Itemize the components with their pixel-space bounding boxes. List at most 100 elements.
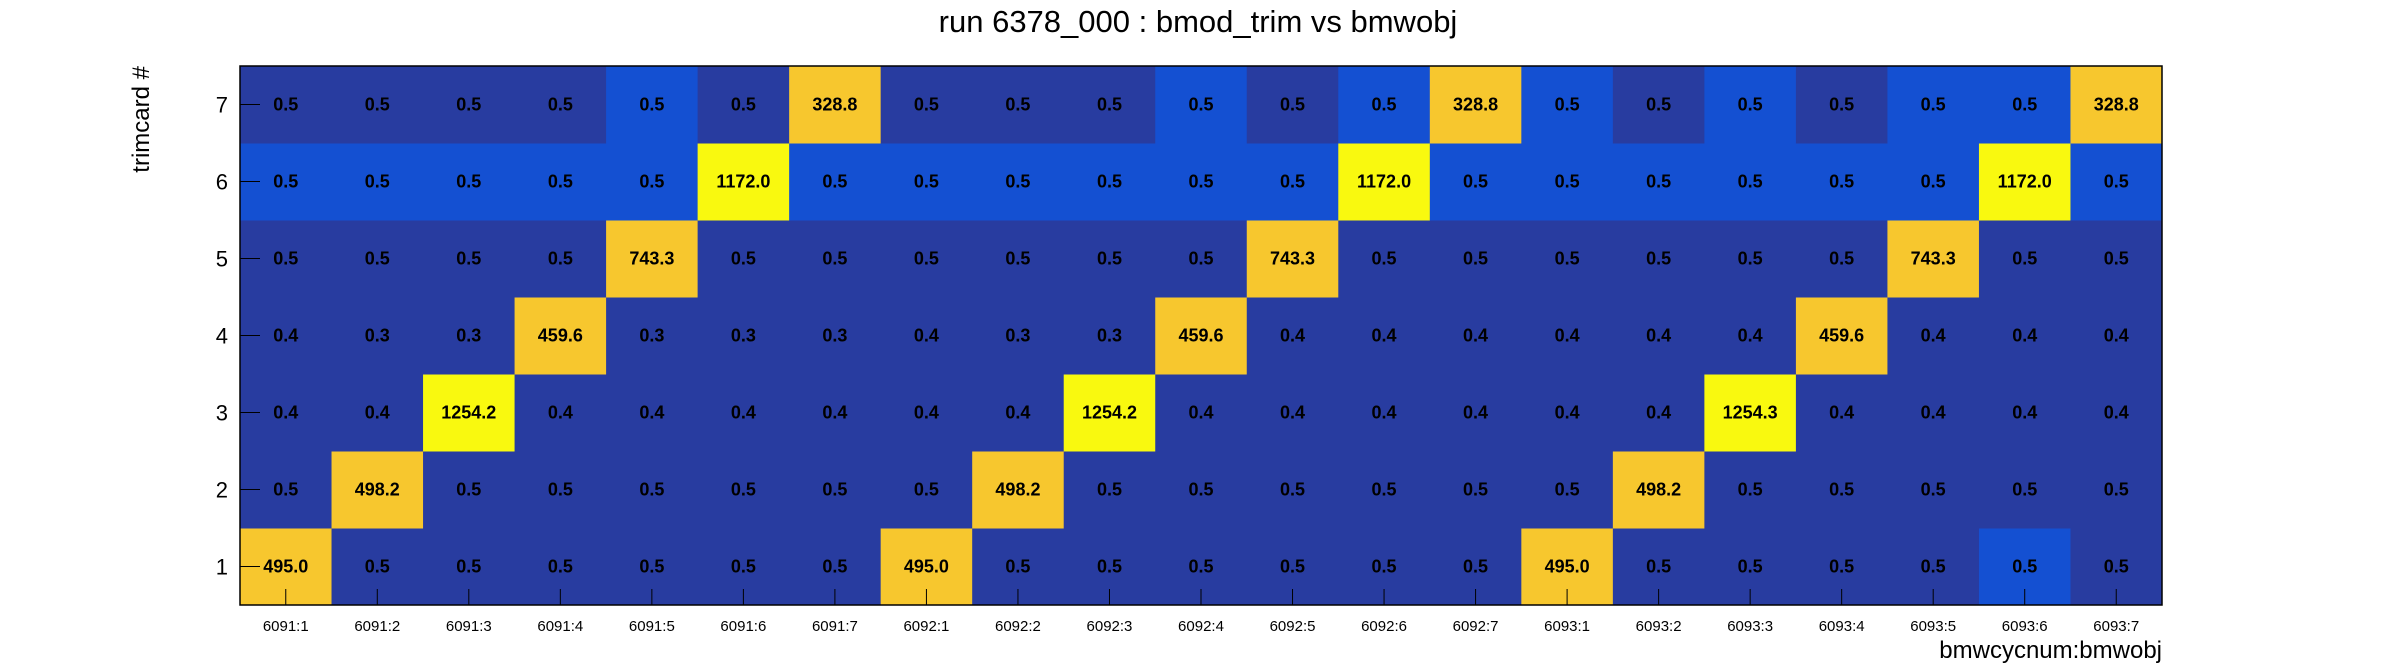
y-axis-label: trimcard # [128,65,155,172]
cell-value-label: 1172.0 [716,172,770,192]
heatmap-cell [789,220,882,298]
cell-value-label: 0.5 [365,95,390,115]
cell-value-label: 0.5 [1372,95,1397,115]
heatmap-cell [606,451,699,529]
cell-value-label: 0.5 [1097,172,1122,192]
cell-value-label: 0.5 [2012,95,2037,115]
x-tick-label: 6091:4 [537,618,583,635]
cell-value-label: 0.5 [1280,95,1305,115]
cell-value-label: 0.4 [639,403,664,423]
cell-value-label: 1254.2 [441,403,496,423]
x-tick-label: 6093:7 [2093,618,2139,635]
cell-value-label: 0.4 [1005,403,1030,423]
heatmap-cell [1155,374,1248,452]
cell-value-label: 0.5 [1555,172,1580,192]
heatmap-cell [880,374,973,452]
cell-value-label: 0.5 [365,249,390,269]
heatmap-cell [880,66,973,144]
heatmap-cell [1978,143,2071,221]
cell-value-label: 328.8 [1453,95,1498,115]
heatmap-cell [1429,143,1522,221]
cell-value-label: 0.4 [1921,326,1946,346]
heatmap-cell [1063,66,1156,144]
heatmap-cell [2070,66,2163,144]
heatmap-cell [697,451,790,529]
cell-value-label: 498.2 [355,480,400,500]
heatmap-cell [1063,297,1156,375]
heatmap-cell [697,297,790,375]
cell-value-label: 0.4 [731,403,756,423]
heatmap-cell [880,297,973,375]
cell-value-label: 0.5 [2012,480,2037,500]
cell-value-label: 0.4 [2012,403,2037,423]
x-tick-label: 6093:6 [2002,618,2048,635]
cell-value-label: 0.5 [731,480,756,500]
cell-value-label: 0.5 [914,95,939,115]
heatmap-cell [972,374,1065,452]
x-tick-label: 6092:4 [1178,618,1224,635]
cell-value-label: 0.4 [548,403,573,423]
x-tick-label: 6091:6 [720,618,766,635]
cell-value-label: 0.5 [1738,249,1763,269]
heatmap-cell [514,297,607,375]
heatmap-cell [697,66,790,144]
x-tick-label: 6092:1 [903,618,949,635]
cell-value-label: 0.5 [1005,95,1030,115]
heatmap-cell [1795,297,1888,375]
cell-value-label: 0.5 [1097,480,1122,500]
heatmap-cell [789,451,882,529]
heatmap-cell [789,374,882,452]
heatmap-cell [1338,220,1431,298]
cell-value-label: 0.5 [456,172,481,192]
cell-value-label: 498.2 [1636,480,1681,500]
cell-value-label: 0.5 [1555,95,1580,115]
cell-value-label: 0.5 [1005,172,1030,192]
heatmap-cell [1704,451,1797,529]
cell-value-label: 0.5 [639,480,664,500]
heatmap-cell [1429,374,1522,452]
heatmap-cell [1429,451,1522,529]
cell-value-label: 0.5 [914,249,939,269]
x-tick-label: 6092:3 [1087,618,1133,635]
heatmap-cell [1338,143,1431,221]
cell-value-label: 0.5 [273,480,298,500]
cell-value-label: 0.5 [273,95,298,115]
cell-value-label: 0.5 [2104,249,2129,269]
cell-value-label: 0.4 [273,403,298,423]
cell-value-label: 0.5 [273,249,298,269]
cell-value-label: 0.5 [1188,172,1213,192]
cell-value-label: 0.5 [1097,557,1122,577]
cell-value-label: 0.5 [1463,249,1488,269]
x-tick-label: 6093:3 [1727,618,1773,635]
heatmap-cell [697,143,790,221]
cell-value-label: 0.5 [731,557,756,577]
cell-value-label: 495.0 [904,557,949,577]
heatmap-cell [697,374,790,452]
cell-value-label: 0.5 [1188,95,1213,115]
x-tick-label: 6091:2 [354,618,400,635]
cell-value-label: 0.5 [1829,480,1854,500]
cell-value-label: 0.4 [1738,326,1763,346]
heatmap-cell [1887,297,1980,375]
cell-value-label: 0.5 [1280,172,1305,192]
cell-value-label: 0.5 [1829,249,1854,269]
cell-value-label: 0.5 [822,480,847,500]
heatmap-cell [1887,220,1980,298]
heatmap-cell [789,66,882,144]
heatmap-cell [1429,297,1522,375]
cell-value-label: 0.5 [1921,95,1946,115]
x-tick-label: 6092:7 [1453,618,1499,635]
cell-value-label: 498.2 [995,480,1040,500]
heatmap-cell [972,220,1065,298]
cell-value-label: 0.4 [1646,403,1671,423]
heatmap-cell [1521,451,1614,529]
cell-value-label: 0.5 [1921,480,1946,500]
heatmap-cell [1521,374,1614,452]
x-axis-label: bmwcycnum:bmwobj [1939,637,2162,664]
heatmap-cell [514,66,607,144]
cell-value-label: 0.5 [1280,557,1305,577]
heatmap-cell [331,451,424,529]
heatmap-cell [2070,374,2163,452]
cell-value-label: 0.5 [914,480,939,500]
cell-value-label: 743.3 [1270,249,1315,269]
